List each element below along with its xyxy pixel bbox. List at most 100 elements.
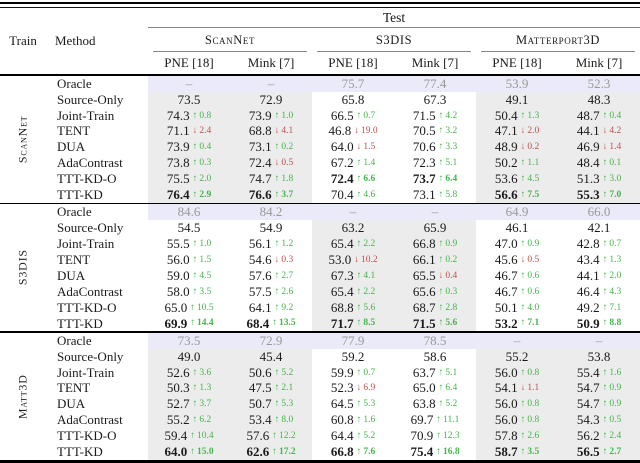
delta-value: 0.3 [199, 158, 212, 169]
delta-value: 0.6 [527, 286, 540, 297]
trend-up-icon: ↑ [192, 174, 198, 185]
method-label: TENT [57, 380, 91, 396]
metric-value: 67.3 [330, 267, 354, 283]
metric-cell: 78.5 [394, 333, 476, 349]
delta-badge: ↑ 0.7 [603, 239, 622, 249]
metric-cell: 54.1 ↓ 1.1 [476, 380, 558, 397]
delta-value: 4.5 [527, 174, 540, 185]
metric-value: 73.5 [177, 91, 201, 107]
metric-cell: 73.5 [148, 92, 230, 108]
metric-cell: 55.3 ↑ 7.0 [558, 187, 640, 203]
metric-cell: – [558, 333, 640, 349]
delta-value: 2.0 [609, 270, 622, 281]
metric-value: – [431, 204, 439, 220]
metric-cell: 72.4 ↓ 0.5 [230, 155, 312, 172]
delta-badge: ↑ 5.3 [357, 399, 376, 409]
metric-value: 60.8 [330, 412, 354, 428]
delta-value: 0.8 [527, 415, 540, 426]
trend-up-icon: ↑ [192, 383, 198, 394]
delta-badge: ↑ 0.9 [521, 239, 540, 249]
delta-badge: ↑ 0.9 [439, 239, 458, 249]
delta-badge: ↑ 1.3 [603, 255, 622, 265]
delta-value: 1.2 [281, 239, 294, 250]
trend-up-icon: ↑ [356, 174, 362, 185]
metric-value: 42.8 [576, 236, 600, 252]
trend-up-icon: ↑ [602, 415, 608, 426]
delta-value: 6.4 [445, 383, 458, 394]
metric-value: 54.1 [494, 380, 518, 396]
metric-value: 53.9 [505, 75, 529, 91]
trend-up-icon: ↑ [438, 286, 444, 297]
metric-cell: 65.9 [394, 220, 476, 237]
metric-value: 52.6 [166, 364, 190, 380]
trend-up-icon: ↑ [438, 383, 444, 394]
trend-up-icon: ↑ [602, 110, 608, 121]
metric-value: 45.6 [494, 251, 518, 267]
metric-cell: 56.6 ↑ 7.5 [476, 187, 558, 203]
metric-value: 49.0 [177, 348, 201, 364]
delta-value: 5.3 [363, 399, 376, 410]
metric-value: 48.4 [576, 155, 600, 171]
delta-badge: ↑ 4.5 [193, 271, 212, 281]
delta-value: 0.5 [527, 254, 540, 265]
metric-value: 68.7 [412, 299, 436, 315]
metric-cell: 68.8 ↓ 4.1 [230, 123, 312, 140]
delta-badge: ↑ 0.7 [357, 368, 376, 378]
metric-cell: 46.9 ↓ 1.4 [558, 139, 640, 156]
metric-cell: 56.0 ↑ 0.8 [476, 396, 558, 413]
delta-value: 15.0 [196, 447, 214, 457]
trend-up-icon: ↑ [436, 431, 441, 442]
trend-up-icon: ↑ [356, 270, 362, 281]
delta-badge: ↑ 3.0 [603, 174, 622, 184]
delta-value: 1.1 [527, 158, 540, 169]
metric-cell: 70.6 ↑ 3.3 [394, 139, 476, 155]
delta-value: 0.7 [363, 110, 376, 121]
metric-cell: 73.1 ↑ 0.2 [230, 139, 312, 156]
delta-value: 5.1 [445, 158, 458, 169]
delta-value: 5.6 [363, 302, 376, 313]
delta-badge: ↑ 5.3 [275, 399, 294, 409]
trend-up-icon: ↑ [602, 270, 608, 281]
metric-cell: 72.9 [230, 333, 312, 349]
trend-up-icon: ↑ [438, 174, 444, 185]
metric-value: 56.2 [576, 428, 600, 444]
metric-value: 53.2 [494, 315, 518, 331]
metric-value: 49.2 [576, 299, 600, 315]
trend-up-icon: ↑ [192, 399, 198, 410]
delta-badge: ↑ 2.2 [357, 239, 376, 249]
delta-value: 0.7 [363, 367, 376, 378]
trend-up-icon: ↑ [602, 383, 608, 394]
metric-value: 71.1 [166, 123, 190, 139]
metric-cell: 60.8 ↑ 1.6 [312, 412, 394, 428]
metric-value: 73.1 [412, 186, 436, 202]
metric-value: 71.5 [412, 107, 436, 123]
delta-badge: ↓ 2.0 [521, 126, 540, 136]
trend-up-icon: ↑ [356, 447, 362, 457]
metric-value: 73.7 [412, 171, 436, 187]
metric-cell: 59.0 ↑ 4.5 [148, 268, 230, 284]
trend-up-icon: ↑ [274, 110, 280, 121]
delta-value: 4.2 [445, 110, 458, 121]
metric-value: 70.9 [410, 428, 434, 444]
method-label: Joint-Train [57, 236, 115, 252]
metric-cell: 51.3 ↑ 3.0 [558, 171, 640, 188]
metric-header-pne: PNE [18] [492, 54, 542, 70]
metric-value: 50.4 [494, 107, 518, 123]
metric-value: 43.4 [576, 251, 600, 267]
delta-value: 3.3 [445, 142, 458, 153]
metric-value: 52.3 [587, 75, 611, 91]
delta-badge: ↑ 1.6 [357, 415, 376, 425]
metric-value: 57.6 [248, 267, 272, 283]
metric-cell: 48.3 [558, 92, 640, 108]
delta-badge: ↓ 1.1 [521, 383, 540, 393]
delta-badge: ↑ 10.5 [190, 303, 213, 313]
delta-badge: ↑ 6.2 [193, 415, 212, 425]
trend-up-icon: ↑ [520, 415, 526, 426]
dataset-group-row: ScanNet S3DIS Matterport3D [148, 28, 640, 52]
metric-value: 51.3 [576, 171, 600, 187]
delta-value: 3.6 [199, 367, 212, 378]
block-divider [0, 331, 640, 333]
metric-value: 48.3 [587, 91, 611, 107]
delta-value: 10.5 [196, 302, 214, 313]
metric-value: 73.9 [248, 107, 272, 123]
